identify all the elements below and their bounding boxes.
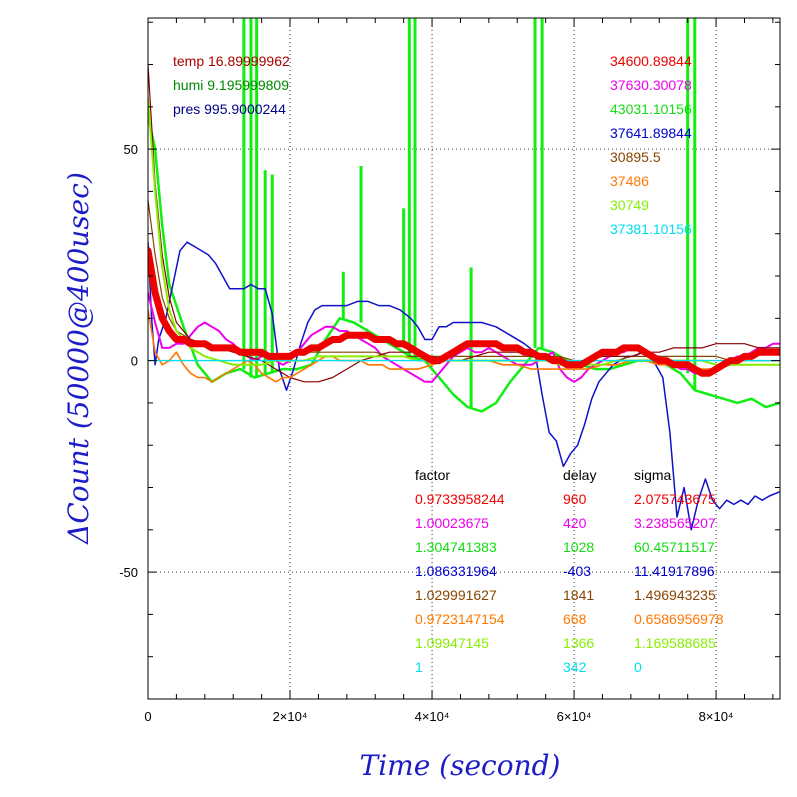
y-tick-label: -50 xyxy=(119,565,138,580)
table-cell: 0.9723147154 xyxy=(415,611,505,627)
table-cell: 0 xyxy=(634,659,642,675)
series-line xyxy=(148,114,780,413)
channel-value: 37486 xyxy=(610,173,649,189)
table-cell: 0.6586956978 xyxy=(634,611,724,627)
table-cell: 0.9733958244 xyxy=(415,491,505,507)
channel-value: 34600.89844 xyxy=(610,53,692,69)
env-label: humi 9.195999809 xyxy=(173,77,289,93)
table-cell: 1.169588685 xyxy=(634,635,716,651)
channel-value: 43031.10156 xyxy=(610,101,692,117)
table-cell: 1 xyxy=(415,659,423,675)
table-cell: 1366 xyxy=(563,635,594,651)
series-line xyxy=(148,247,780,377)
table-cell: 420 xyxy=(563,515,587,531)
annotations: temp 16.89999962 humi 9.195999809 pres 995… xyxy=(173,53,724,675)
series-line xyxy=(148,241,780,531)
table-cell: 342 xyxy=(563,659,587,675)
x-tick-label: 6×10⁴ xyxy=(557,709,592,724)
x-axis-title: Time (second) xyxy=(360,749,561,782)
table-cell: 1841 xyxy=(563,587,594,603)
table-cell: -403 xyxy=(563,563,591,579)
x-tick-label: 0 xyxy=(144,709,151,724)
x-tick-label: 8×10⁴ xyxy=(699,709,734,724)
channel-value: 30749 xyxy=(610,197,649,213)
x-tick-label: 2×10⁴ xyxy=(273,709,308,724)
table-cell: 1.00023675 xyxy=(415,515,489,531)
plot-frame xyxy=(147,17,781,700)
channel-value: 30895.5 xyxy=(610,149,661,165)
y-tick-label: 0 xyxy=(131,354,138,369)
series-layer xyxy=(148,18,780,531)
table-cell: 2.075743675 xyxy=(634,491,716,507)
channel-value: 37381.10156 xyxy=(610,221,692,237)
channel-value: 37641.89844 xyxy=(610,125,692,141)
table-cell: 60.45711517 xyxy=(634,539,715,555)
table-cell: 1.496943235 xyxy=(634,587,716,603)
y-tick-label: 50 xyxy=(124,142,138,157)
table-cell: 1.304741383 xyxy=(415,539,497,555)
table-cell: 960 xyxy=(563,491,587,507)
env-label: pres 995.9000244 xyxy=(173,101,286,117)
table-cell: 1.086331964 xyxy=(415,563,497,579)
table-cell: 1028 xyxy=(563,539,594,555)
y-axis-title: ΔCount (50000@400usec) xyxy=(62,172,95,545)
channel-value: 37630.30078 xyxy=(610,77,692,93)
table-cell: 1.09947145 xyxy=(415,635,489,651)
table-cell: 668 xyxy=(563,611,587,627)
table-cell: 3.238565207 xyxy=(634,515,716,531)
axis-ticks: 0 2×10⁴ 4×10⁴ 6×10⁴ 8×10⁴ 50 0 -50 xyxy=(119,18,780,724)
table-cell: 11.41917896 xyxy=(634,563,715,579)
env-label: temp 16.89999962 xyxy=(173,53,290,69)
table-header: factor xyxy=(415,467,450,483)
table-header: sigma xyxy=(634,467,672,483)
x-tick-label: 4×10⁴ xyxy=(415,709,450,724)
table-header: delay xyxy=(563,467,596,483)
table-cell: 1.029991627 xyxy=(415,587,497,603)
